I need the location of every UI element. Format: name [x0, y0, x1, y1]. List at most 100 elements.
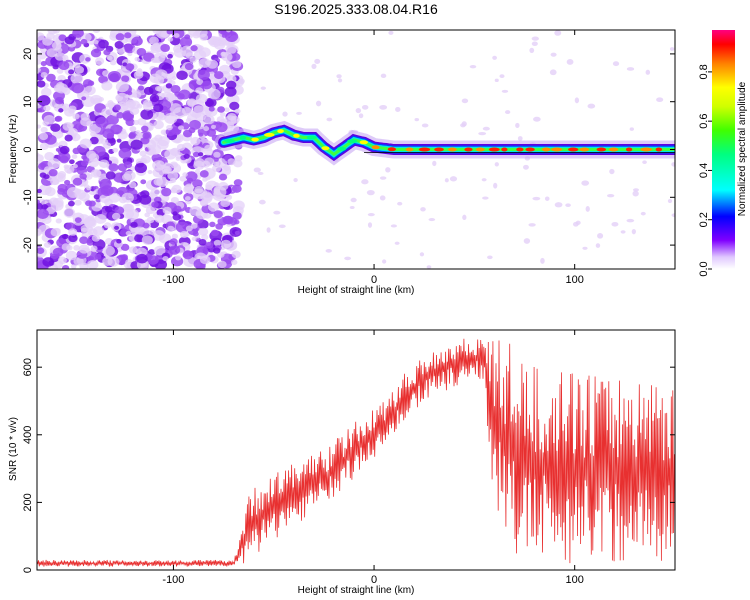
noise-blob [215, 122, 228, 133]
noise-blob [145, 206, 156, 215]
noise-blob [52, 247, 64, 257]
x-tick-label: 100 [566, 274, 584, 286]
noise-blob [130, 126, 137, 132]
noise-blob [179, 230, 189, 239]
noise-blob [117, 47, 126, 55]
noise-blob [140, 108, 154, 120]
noise-dot [611, 221, 619, 227]
noise-dot [421, 123, 429, 128]
ridge-hotspot [293, 133, 300, 138]
noise-blob [227, 74, 237, 83]
noise-blob [136, 253, 148, 264]
noise-blob [62, 264, 70, 269]
noise-blob [179, 36, 193, 48]
noise-blob [64, 134, 73, 142]
noise-blob [150, 188, 160, 196]
ridge-hotspot [337, 146, 347, 151]
noise-blob [195, 87, 204, 94]
noise-blob [190, 45, 198, 52]
noise-blob [160, 129, 168, 135]
noise-dot [572, 221, 579, 227]
noise-blob [224, 86, 237, 97]
noise-blob [44, 187, 56, 197]
noise-blob [123, 170, 136, 181]
noise-blob [210, 124, 216, 129]
noise-dot [379, 195, 386, 201]
noise-blob [169, 111, 176, 117]
noise-blob [193, 160, 205, 170]
noise-blob [107, 70, 122, 82]
noise-blob [201, 80, 213, 90]
noise-dot [550, 52, 557, 57]
noise-blob [44, 151, 55, 161]
noise-blob [173, 44, 183, 53]
noise-blob [129, 106, 140, 115]
noise-blob [120, 243, 130, 251]
noise-blob [196, 79, 204, 85]
noise-blob [182, 242, 189, 248]
noise-blob [40, 87, 52, 97]
noise-dot [278, 224, 286, 229]
noise-blob [140, 179, 147, 185]
noise-blob [49, 197, 59, 206]
noise-blob [172, 211, 178, 216]
noise-blob [198, 47, 211, 58]
noise-blob [195, 93, 208, 104]
noise-blob [72, 113, 80, 120]
noise-blob [152, 230, 165, 241]
noise-blob [180, 45, 194, 57]
noise-blob [153, 103, 164, 113]
noise-blob [175, 138, 181, 144]
noise-blob [192, 179, 203, 188]
noise-blob [68, 234, 78, 243]
noise-blob [137, 117, 147, 126]
noise-blob [210, 229, 219, 237]
noise-blob [130, 221, 138, 228]
noise-blob [107, 100, 114, 106]
noise-blob [208, 106, 215, 112]
snr-ticks: -100 0 100 0 200 400 600 [22, 330, 675, 586]
noise-dot [531, 36, 539, 41]
noise-blob [50, 123, 61, 132]
noise-blob [135, 158, 143, 165]
noise-blob [205, 184, 213, 191]
noise-blob [223, 164, 231, 171]
noise-blob [131, 36, 143, 47]
noise-dot [565, 203, 571, 207]
noise-dot [645, 69, 651, 75]
noise-blob [54, 96, 64, 105]
noise-dot [449, 176, 458, 182]
ridge-hotspot [418, 147, 431, 152]
ridge-hotspot [321, 146, 330, 151]
noise-blob [154, 214, 165, 223]
noise-blob [43, 115, 56, 125]
noise-dot [554, 202, 563, 208]
noise-blob [71, 154, 78, 160]
y-tick-label: 0 [22, 567, 34, 573]
noise-blob [141, 125, 149, 132]
noise-blob [194, 169, 201, 174]
noise-blob [103, 49, 111, 56]
noise-dot [533, 116, 541, 122]
noise-blob [37, 208, 49, 220]
noise-dot [367, 212, 375, 217]
noise-blob [170, 196, 179, 204]
noise-blob [68, 69, 75, 75]
noise-blob [112, 147, 119, 153]
snr-panel: -100 0 100 0 200 400 600 Height of straight li… [8, 329, 676, 596]
noise-blob [57, 183, 68, 193]
noise-blob [166, 30, 174, 35]
noise-blob [93, 194, 100, 200]
noise-blob [179, 175, 187, 182]
spectrogram-x-label: Height of straight line (km) [298, 285, 415, 296]
noise-blob [156, 139, 169, 150]
noise-blob [43, 174, 50, 180]
noise-blob [152, 160, 166, 171]
noise-blob [182, 172, 188, 177]
noise-blob [165, 92, 176, 102]
ridge-hotspot [625, 147, 633, 152]
colorbar-label: Normalized spectral amplitude [737, 81, 748, 216]
noise-blob [167, 37, 174, 42]
noise-dot [355, 108, 362, 114]
noise-blob [43, 105, 51, 112]
